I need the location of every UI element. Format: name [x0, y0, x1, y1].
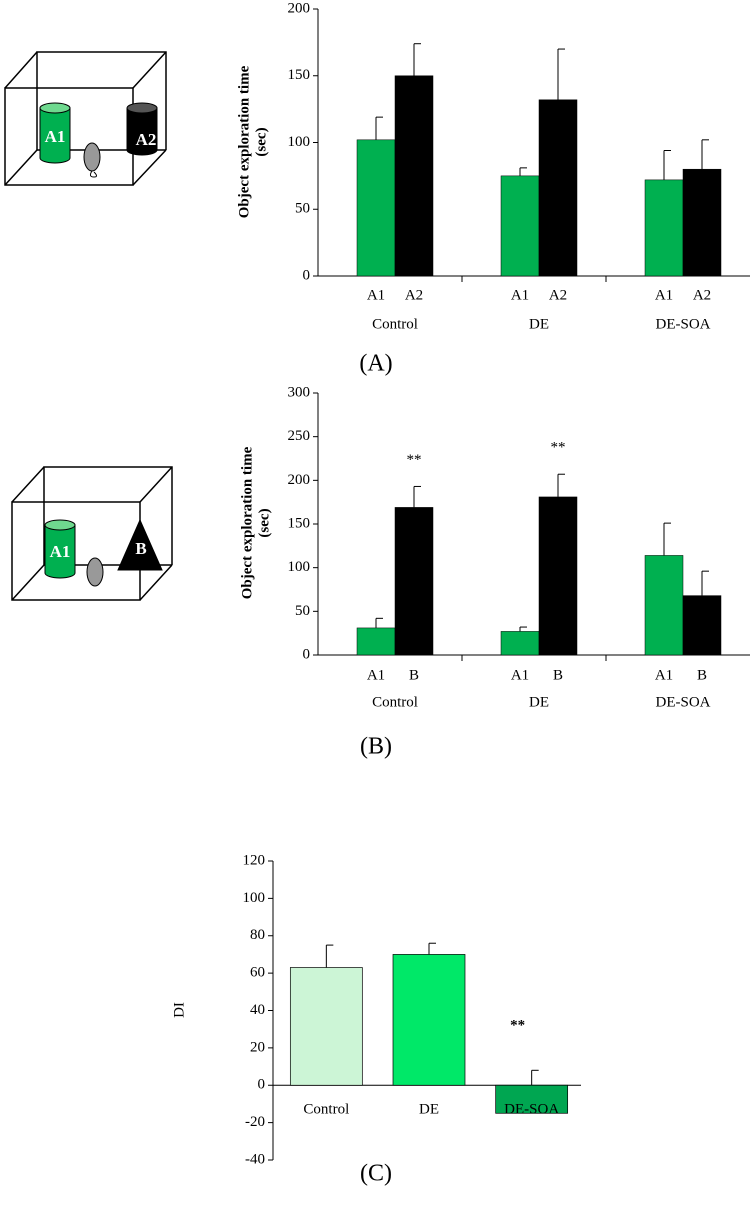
cylinder-top — [44, 519, 76, 531]
y-tick-label: 200 — [288, 0, 311, 16]
x-tick-label: DE-SOA — [656, 694, 711, 710]
bar — [356, 627, 396, 656]
cube-edge — [11, 466, 45, 503]
cylinder-top — [126, 102, 158, 114]
y-tick-label: 150 — [288, 515, 311, 531]
object-label: A1 — [45, 127, 66, 146]
bar — [500, 631, 540, 656]
series-label: A1 — [511, 667, 529, 683]
series-label: B — [409, 667, 419, 683]
y-axis-label: Object exploration time — [236, 65, 252, 218]
series-label: A1 — [367, 667, 385, 683]
cylinder — [126, 107, 158, 156]
y-tick-label: -20 — [245, 1114, 265, 1130]
y-axis-label: DI — [171, 1002, 187, 1018]
cube-edge — [4, 149, 38, 186]
x-tick-label: DE — [529, 694, 549, 710]
panel-label: (B) — [360, 734, 392, 760]
bar — [289, 967, 363, 1086]
bar — [392, 954, 466, 1086]
y-tick-label: -40 — [245, 1151, 265, 1167]
object-label: A1 — [50, 542, 71, 561]
significance: ** — [551, 440, 566, 456]
cylinder — [39, 107, 71, 164]
series-label: A1 — [511, 287, 529, 303]
y-axis-label: (sec) — [253, 127, 269, 156]
mouse-tail — [89, 170, 97, 178]
cube-front — [11, 501, 141, 601]
y-tick-label: 100 — [288, 134, 311, 150]
y-tick-label: 150 — [288, 67, 311, 83]
x-tick-label: Control — [303, 1101, 349, 1117]
cube-edge — [132, 51, 167, 89]
y-tick-label: 60 — [250, 965, 265, 981]
pyramid — [117, 518, 163, 571]
x-tick-label: DE-SOA — [656, 316, 711, 332]
cylinder — [44, 524, 76, 579]
y-tick-label: 80 — [250, 927, 265, 943]
bar — [538, 99, 578, 277]
y-tick-label: 100 — [243, 890, 266, 906]
y-axis-label: Object exploration time — [239, 446, 255, 599]
series-label: A2 — [693, 287, 711, 303]
bar — [356, 139, 396, 277]
y-tick-label: 50 — [295, 603, 310, 619]
object-label: B — [135, 539, 146, 558]
x-tick-label: Control — [372, 316, 418, 332]
bar — [682, 595, 722, 656]
series-label: B — [697, 667, 707, 683]
y-tick-label: 50 — [295, 201, 310, 217]
y-tick-label: 0 — [258, 1077, 266, 1093]
bar — [682, 168, 722, 277]
x-tick-label: DE — [529, 316, 549, 332]
series-label: A1 — [367, 287, 385, 303]
mouse — [83, 142, 101, 172]
bar — [644, 555, 684, 656]
series-label: B — [553, 667, 563, 683]
object-label: A2 — [136, 130, 157, 149]
bar — [394, 75, 434, 277]
y-tick-label: 40 — [250, 1002, 265, 1018]
panel-label: (C) — [360, 1161, 392, 1187]
cube-back — [36, 51, 167, 150]
cube-edge — [132, 149, 167, 186]
cube-back — [43, 466, 173, 565]
series-label: A2 — [549, 287, 567, 303]
bar — [495, 1084, 569, 1114]
significance: ** — [407, 452, 422, 468]
y-tick-label: 0 — [303, 267, 311, 283]
x-tick-label: DE — [419, 1101, 439, 1117]
cube-edge — [139, 466, 173, 503]
cylinder-top — [39, 102, 71, 114]
illustration-a: A1 A2 — [4, 51, 167, 186]
panel-label: (A) — [359, 351, 392, 377]
mouse — [86, 557, 104, 587]
illustration-b: A1 B — [11, 466, 173, 601]
bar — [644, 179, 684, 277]
y-tick-label: 200 — [288, 472, 311, 488]
bar — [500, 175, 540, 277]
cube-edge — [139, 564, 173, 601]
x-tick-label: DE-SOA — [504, 1101, 559, 1117]
series-label: A1 — [655, 667, 673, 683]
y-axis-label: (sec) — [256, 508, 272, 537]
y-tick-label: 100 — [288, 559, 311, 575]
y-tick-label: 0 — [303, 646, 311, 662]
y-tick-label: 300 — [288, 384, 311, 400]
series-label: A1 — [655, 287, 673, 303]
y-tick-label: 120 — [243, 852, 266, 868]
cube-edge — [11, 564, 45, 601]
y-tick-label: 250 — [288, 428, 311, 444]
bar — [538, 496, 578, 656]
cube-edge — [4, 51, 38, 89]
y-tick-label: 20 — [250, 1039, 265, 1055]
series-label: A2 — [405, 287, 423, 303]
x-tick-label: Control — [372, 694, 418, 710]
significance: ** — [510, 1018, 525, 1034]
bar — [394, 507, 434, 656]
